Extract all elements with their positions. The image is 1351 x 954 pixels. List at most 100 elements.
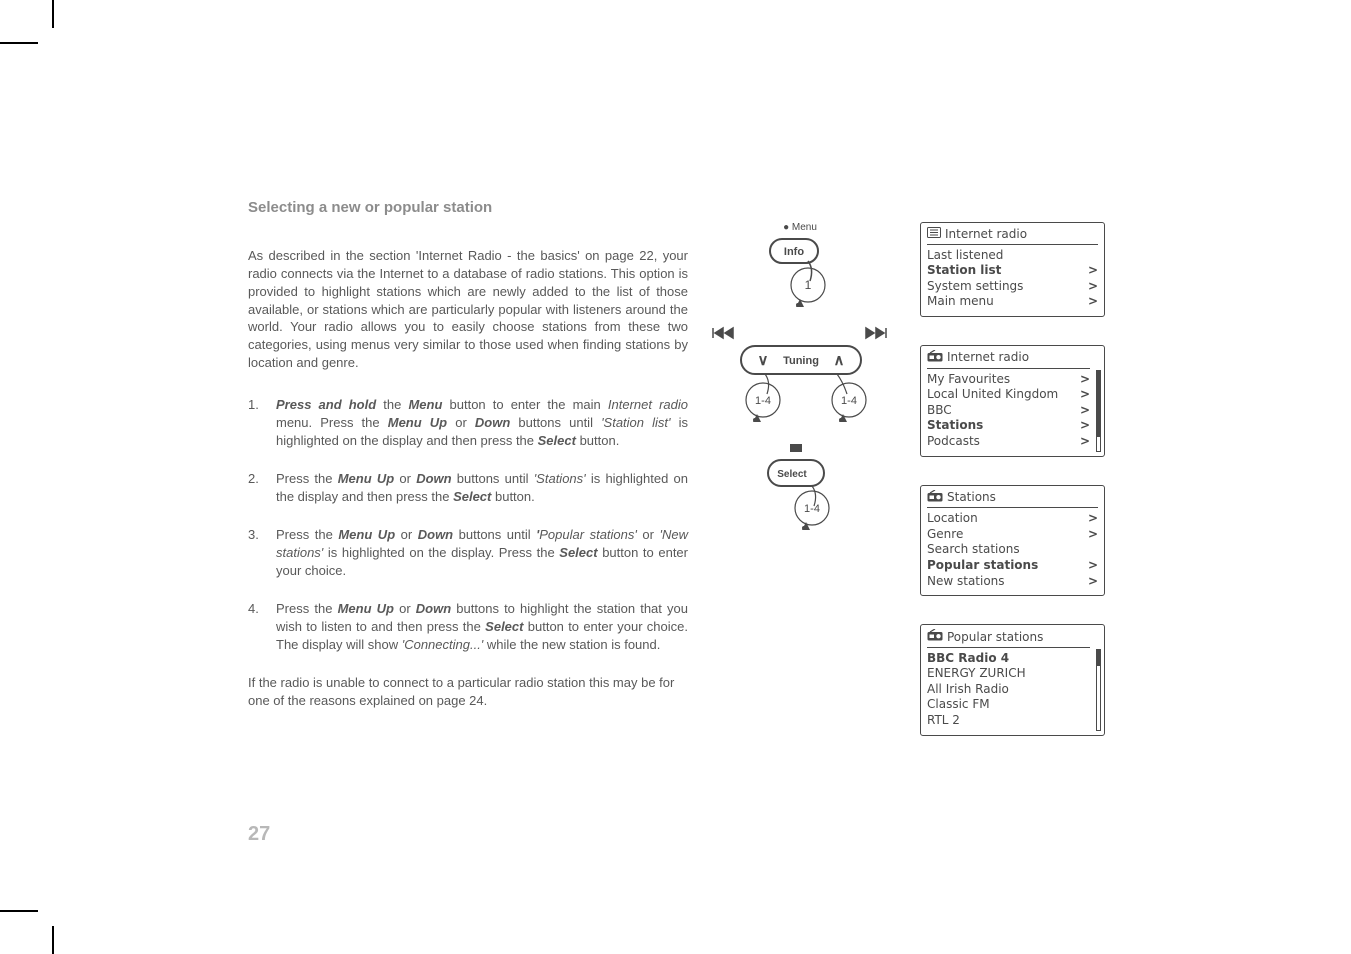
screen-internet-radio-1: Internet radio Last listenedStation list… — [920, 222, 1105, 317]
menu-row: Genre > — [927, 527, 1098, 543]
radio-icon — [927, 490, 943, 507]
page-title: Selecting a new or popular station — [248, 198, 688, 219]
menu-row: All Irish Radio — [927, 682, 1090, 698]
chevron-right-icon: > — [1088, 279, 1098, 295]
menu-row: New stations > — [927, 574, 1098, 590]
menu-label: Menu — [792, 222, 817, 233]
outro-paragraph: If the radio is unable to connect to a p… — [248, 674, 688, 710]
menu-row: Local United Kingdom > — [927, 387, 1090, 403]
tuning-button-diagram: ∨ Tuning ∧ 1-4 1-4 — [723, 344, 879, 429]
step-item: 2.Press the Menu Up or Down buttons unti… — [248, 470, 688, 506]
menu-row: System settings > — [927, 279, 1098, 295]
radio-icon — [927, 629, 943, 646]
menu-row-label: Genre — [927, 527, 963, 543]
chevron-right-icon: > — [1080, 418, 1090, 434]
menu-row-label: RTL 2 — [927, 713, 960, 729]
crop-mark — [0, 910, 38, 912]
menu-row-label: Classic FM — [927, 697, 990, 713]
menu-row: RTL 2 — [927, 713, 1090, 729]
svg-text:Tuning: Tuning — [783, 355, 819, 367]
menu-row-label: BBC — [927, 403, 952, 419]
screen-title-text: Popular stations — [947, 630, 1043, 646]
chevron-right-icon: > — [1088, 511, 1098, 527]
menu-row-label: Local United Kingdom — [927, 387, 1058, 403]
steps-list: 1.Press and hold the Menu button to ente… — [248, 396, 688, 653]
menu-row: Classic FM — [927, 697, 1090, 713]
crop-mark — [0, 42, 38, 44]
svg-text:1-4: 1-4 — [755, 395, 771, 407]
menu-row: ENERGY ZURICH — [927, 666, 1090, 682]
menu-row-label: ENERGY ZURICH — [927, 666, 1026, 682]
menu-button-diagram: ● Menu Info 1 — [756, 222, 844, 312]
skip-back-icon — [711, 326, 737, 345]
step-number: 2. — [248, 470, 259, 488]
step-number: 1. — [248, 396, 259, 414]
screen-title: Stations — [927, 490, 1098, 509]
screen-title: Internet radio — [927, 227, 1098, 245]
menu-row: Last listened — [927, 248, 1098, 264]
crop-mark — [52, 926, 54, 954]
menu-row-label: Station list — [927, 263, 1001, 279]
list-icon — [927, 227, 941, 243]
step-item: 3.Press the Menu Up or Down buttons unti… — [248, 526, 688, 580]
chevron-right-icon: > — [1080, 372, 1090, 388]
menu-row-label: New stations — [927, 574, 1005, 590]
page-number: 27 — [248, 823, 270, 846]
left-column: Selecting a new or popular station As de… — [248, 198, 688, 709]
svg-text:∧: ∧ — [834, 352, 845, 369]
menu-row: Main menu > — [927, 294, 1098, 310]
menu-row-label: Stations — [927, 418, 983, 434]
scrollbar — [1096, 649, 1101, 731]
menu-row-label: Last listened — [927, 248, 1003, 264]
svg-text:1-4: 1-4 — [804, 503, 820, 515]
chevron-right-icon: > — [1080, 434, 1090, 450]
menu-row-label: Location — [927, 511, 978, 527]
menu-row: My Favourites > — [927, 372, 1090, 388]
screen-internet-radio-2: Internet radio My Favourites>Local Unite… — [920, 345, 1105, 457]
menu-row: BBC > — [927, 403, 1090, 419]
info-label: Info — [784, 246, 804, 258]
chevron-right-icon: > — [1088, 527, 1098, 543]
screen-title-text: Internet radio — [945, 227, 1027, 243]
chevron-right-icon: > — [1088, 263, 1098, 279]
menu-row-label: Popular stations — [927, 558, 1038, 574]
select-button-diagram: Select 1-4 — [758, 444, 848, 539]
menu-row-label: Search stations — [927, 542, 1020, 558]
chevron-right-icon: > — [1080, 387, 1090, 403]
menu-row-label: Main menu — [927, 294, 994, 310]
menu-row: Stations > — [927, 418, 1090, 434]
screen-title: Internet radio — [927, 350, 1090, 369]
menu-row: Search stations — [927, 542, 1098, 558]
step-number: 3. — [248, 526, 259, 544]
step-item: 1.Press and hold the Menu button to ente… — [248, 396, 688, 450]
menu-row-label: My Favourites — [927, 372, 1010, 388]
menu-row-label: BBC Radio 4 — [927, 651, 1009, 667]
svg-text:1: 1 — [805, 278, 812, 292]
step-number: 4. — [248, 600, 259, 618]
screen-title-text: Stations — [947, 490, 996, 506]
crop-mark — [52, 0, 54, 28]
screen-popular-stations: Popular stations BBC Radio 4ENERGY ZURIC… — [920, 624, 1105, 736]
step-item: 4.Press the Menu Up or Down buttons to h… — [248, 600, 688, 654]
svg-text:∨: ∨ — [758, 352, 769, 369]
menu-row: Station list > — [927, 263, 1098, 279]
skip-fwd-icon — [862, 326, 888, 345]
display-screens: Internet radio Last listenedStation list… — [920, 222, 1105, 764]
menu-row-label: Podcasts — [927, 434, 980, 450]
screen-title-text: Internet radio — [947, 350, 1029, 366]
chevron-right-icon: > — [1088, 558, 1098, 574]
menu-row: BBC Radio 4 — [927, 651, 1090, 667]
menu-row: Podcasts > — [927, 434, 1090, 450]
radio-icon — [927, 350, 943, 367]
intro-paragraph: As described in the section 'Internet Ra… — [248, 247, 688, 373]
scrollbar — [1096, 370, 1101, 452]
screen-title: Popular stations — [927, 629, 1090, 648]
svg-text:1-4: 1-4 — [841, 395, 857, 407]
chevron-right-icon: > — [1088, 294, 1098, 310]
menu-row: Popular stations > — [927, 558, 1098, 574]
chevron-right-icon: > — [1080, 403, 1090, 419]
menu-row-label: All Irish Radio — [927, 682, 1009, 698]
menu-row-label: System settings — [927, 279, 1023, 295]
chevron-right-icon: > — [1088, 574, 1098, 590]
screen-stations: Stations Location > Genre > Search stationsP… — [920, 485, 1105, 597]
